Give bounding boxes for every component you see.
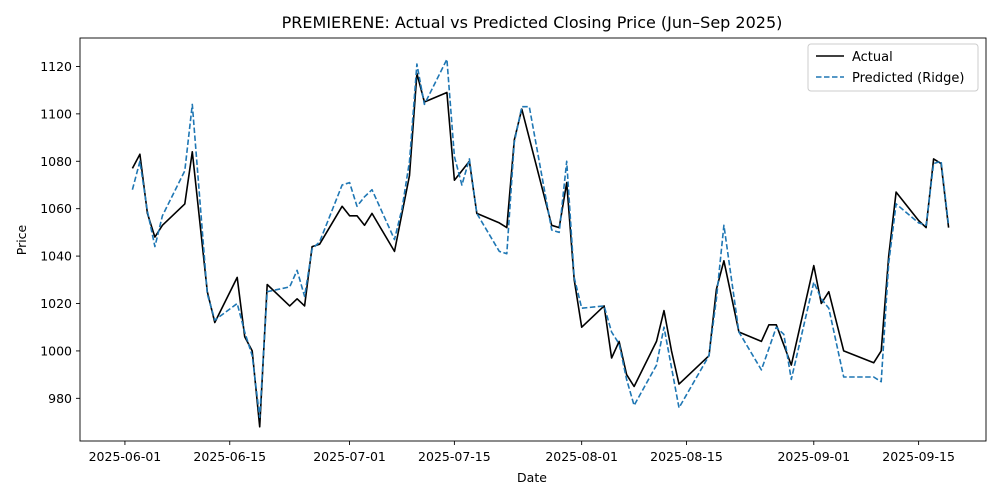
- y-tick-label: 1080: [40, 154, 72, 169]
- x-axis-label: Date: [517, 470, 547, 485]
- x-tick-label: 2025-09-01: [777, 449, 850, 464]
- legend-label-actual: Actual: [852, 50, 893, 65]
- series-line-predicted: [131, 58, 950, 419]
- y-tick-label: 1100: [40, 106, 72, 121]
- legend-label-predicted: Predicted (Ridge): [852, 71, 964, 86]
- legend-box: [807, 43, 979, 92]
- plot-area: 2025-06-01 2025-06-15 2025-07-01 2025-07-15…: [40, 37, 987, 464]
- y-tick-label: 980: [48, 391, 72, 406]
- y-tick-label: 1020: [40, 296, 72, 311]
- x-tick-label: 2025-06-01: [89, 449, 162, 464]
- chart-title: PREMIERENE: Actual vs Predicted Closing …: [282, 13, 783, 32]
- x-tick-label: 2025-07-01: [313, 449, 386, 464]
- y-axis: 980 1000 1020 1040 1060 1080 1100 1120: [40, 59, 80, 406]
- x-tick-label: 2025-08-01: [545, 449, 618, 464]
- x-tick-label: 2025-09-15: [882, 449, 955, 464]
- axes-frame: [79, 37, 987, 442]
- legend: Actual Predicted (Ridge): [807, 43, 979, 92]
- y-tick-label: 1060: [40, 201, 72, 216]
- x-tick-label: 2025-06-15: [193, 449, 266, 464]
- y-tick-label: 1000: [40, 343, 72, 358]
- series-line-actual: [131, 72, 950, 428]
- y-tick-label: 1120: [40, 59, 72, 74]
- y-axis-label: Price: [14, 224, 29, 255]
- y-tick-label: 1040: [40, 249, 72, 264]
- x-tick-label: 2025-08-15: [650, 449, 723, 464]
- x-tick-label: 2025-07-15: [418, 449, 491, 464]
- series-layer: [131, 58, 950, 428]
- x-axis: 2025-06-01 2025-06-15 2025-07-01 2025-07-15…: [89, 441, 955, 464]
